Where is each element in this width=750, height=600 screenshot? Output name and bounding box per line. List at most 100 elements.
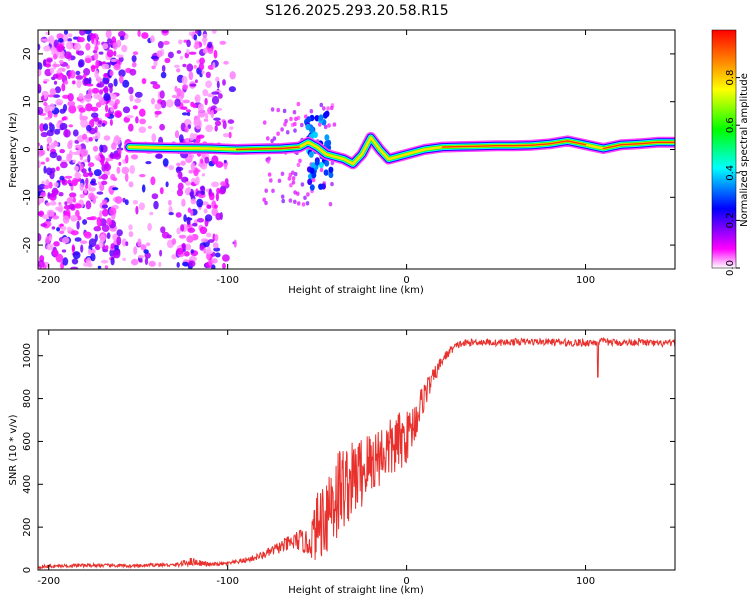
noise-speckle — [177, 182, 184, 191]
noise-speckle — [206, 204, 211, 209]
noise-speckle — [300, 182, 305, 187]
noise-speckle — [228, 131, 232, 139]
noise-speckle — [105, 157, 112, 162]
noise-speckle — [101, 204, 109, 209]
noise-speckle — [88, 137, 94, 142]
x-tick-label: -100 — [216, 576, 239, 587]
noise-speckle — [151, 97, 155, 105]
noise-speckle — [201, 37, 208, 43]
noise-speckle — [151, 65, 156, 70]
noise-speckle — [55, 206, 59, 211]
noise-speckle — [330, 181, 334, 187]
x-tick-label: -200 — [37, 275, 60, 286]
noise-speckle — [319, 102, 324, 108]
noise-speckle — [201, 173, 205, 177]
noise-speckle — [85, 200, 92, 210]
colorbar-tick-label: 0.6 — [725, 117, 736, 133]
noise-speckle — [66, 197, 73, 205]
noise-speckle — [71, 258, 79, 265]
noise-speckle — [161, 231, 170, 239]
noise-speckle — [93, 169, 102, 177]
noise-speckle — [60, 161, 68, 169]
noise-speckle — [97, 265, 102, 269]
noise-speckle — [79, 193, 85, 199]
ridge-peak-segment — [549, 140, 569, 145]
noise-speckle — [88, 77, 92, 85]
disturbance-blob — [305, 123, 311, 131]
noise-speckle — [53, 182, 59, 188]
noise-speckle — [270, 138, 274, 144]
noise-speckle — [44, 63, 52, 68]
noise-speckle — [85, 177, 89, 186]
noise-speckle — [87, 248, 92, 255]
snr-y-label: SNR (10 * v/v) — [8, 414, 19, 485]
noise-speckle — [186, 49, 190, 55]
noise-speckle — [193, 119, 199, 127]
ridge-peak-segment — [441, 145, 461, 148]
noise-speckle — [188, 260, 196, 268]
noise-speckle — [70, 230, 79, 236]
noise-speckle — [301, 202, 306, 207]
noise-speckle — [200, 70, 205, 75]
noise-speckle — [176, 88, 182, 97]
snr-x-label: Height of straight line (km) — [288, 585, 424, 596]
noise-speckle — [101, 173, 108, 180]
noise-speckle — [97, 94, 103, 101]
noise-speckle — [133, 246, 138, 255]
noise-speckle — [80, 244, 84, 253]
noise-speckle — [81, 115, 88, 121]
noise-speckle — [52, 63, 60, 68]
noise-speckle — [203, 118, 209, 122]
noise-speckle — [293, 121, 297, 127]
noise-speckle — [77, 50, 85, 56]
noise-speckle — [205, 124, 214, 133]
noise-speckle — [288, 198, 293, 203]
noise-speckle — [182, 261, 189, 267]
noise-speckle — [194, 40, 200, 49]
noise-speckle — [222, 79, 226, 86]
noise-speckle — [218, 93, 223, 99]
noise-speckle — [196, 218, 205, 223]
noise-speckle — [280, 127, 284, 132]
noise-speckle — [216, 80, 220, 89]
noise-speckle — [109, 207, 117, 216]
noise-speckle — [111, 142, 117, 150]
noise-speckle — [181, 75, 188, 85]
noise-speckle — [91, 136, 99, 140]
noise-speckle — [101, 63, 110, 70]
noise-speckle — [332, 122, 337, 127]
noise-speckle — [159, 187, 164, 195]
noise-speckle — [138, 126, 147, 134]
noise-speckle — [87, 162, 95, 168]
noise-speckle — [210, 109, 214, 119]
noise-speckle — [49, 193, 57, 201]
noise-speckle — [203, 247, 207, 254]
noise-speckle — [126, 115, 134, 119]
colorbar-tick-label: 0.8 — [725, 70, 736, 86]
ridge-peak-segment — [638, 141, 658, 145]
noise-speckle — [60, 225, 67, 231]
noise-speckle — [104, 112, 110, 118]
noise-speckle — [114, 196, 123, 204]
noise-speckle — [300, 122, 304, 128]
noise-speckle — [291, 180, 296, 185]
noise-speckle — [49, 67, 55, 74]
noise-speckle — [64, 201, 68, 206]
noise-speckle — [109, 85, 113, 93]
noise-speckle — [122, 257, 127, 262]
noise-speckle — [105, 30, 112, 39]
noise-speckle — [98, 176, 102, 180]
noise-speckle — [113, 78, 118, 87]
noise-speckle — [150, 35, 155, 43]
noise-speckle — [181, 106, 188, 110]
noise-speckle — [100, 180, 108, 185]
noise-speckle — [176, 247, 184, 255]
y-tick-label: 200 — [22, 518, 33, 537]
noise-speckle — [194, 94, 201, 103]
noise-speckle — [178, 134, 184, 143]
noise-speckle — [125, 241, 129, 246]
noise-speckle — [168, 212, 174, 216]
disturbance-blob — [324, 110, 330, 118]
noise-speckle — [160, 99, 167, 109]
noise-speckle — [214, 120, 222, 127]
